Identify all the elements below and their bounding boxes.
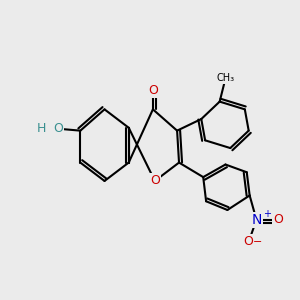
Text: O: O: [148, 83, 158, 97]
Text: O: O: [53, 122, 63, 135]
Text: O: O: [244, 236, 254, 248]
Text: O: O: [273, 213, 283, 226]
Text: −: −: [252, 237, 262, 247]
Text: H: H: [37, 122, 46, 135]
Text: CH₃: CH₃: [216, 74, 235, 83]
Text: +: +: [262, 208, 271, 219]
Text: N: N: [251, 213, 262, 227]
Text: O: O: [150, 175, 160, 188]
